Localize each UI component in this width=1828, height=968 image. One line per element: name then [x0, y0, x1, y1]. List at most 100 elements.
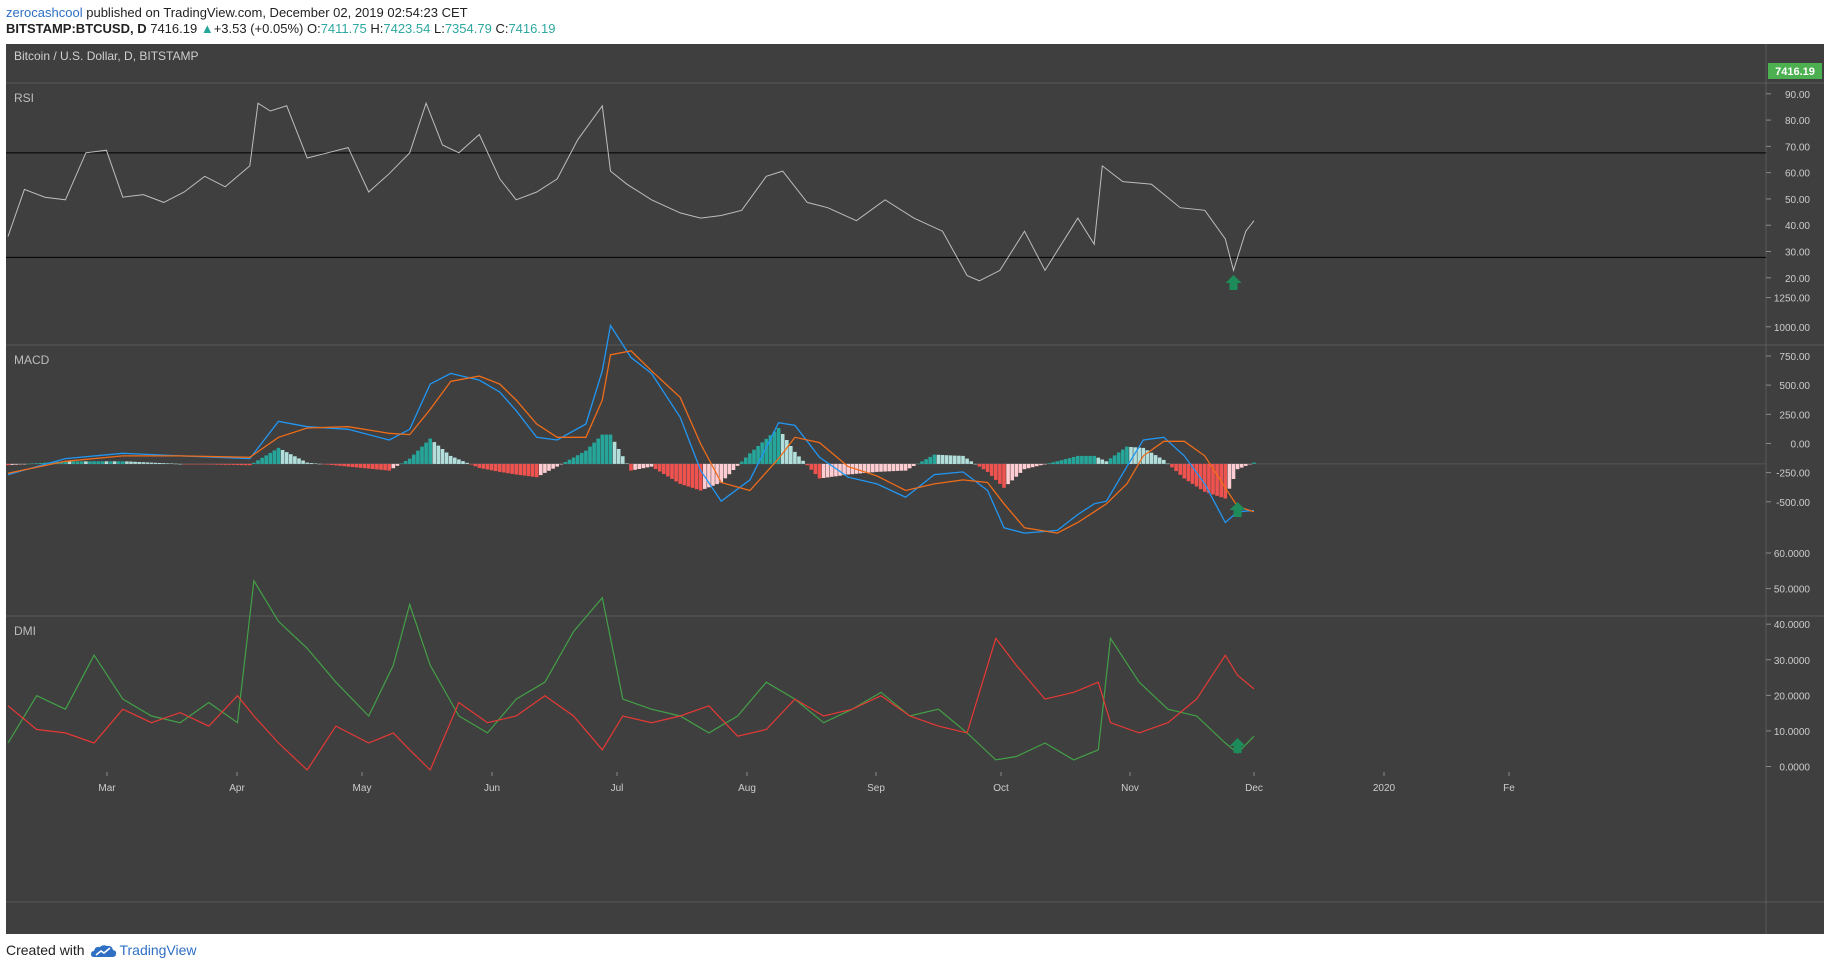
macd-histogram-bar	[834, 463, 838, 477]
macd-histogram-bar	[231, 463, 236, 465]
macd-histogram-bar	[871, 463, 875, 473]
chart-title: Bitcoin / U.S. Dollar, D, BITSTAMP	[14, 49, 199, 63]
macd-histogram-bar	[575, 455, 580, 464]
macd-histogram-bar	[1063, 459, 1068, 464]
macd-histogram-bar	[1100, 459, 1105, 464]
macd-histogram-bar	[780, 434, 785, 464]
y-tick-label: 50.00	[1785, 195, 1810, 206]
macd-histogram-bar	[875, 463, 879, 472]
macd-histogram-bar	[846, 463, 850, 475]
macd-histogram-bar	[280, 450, 285, 464]
macd-histogram-bar	[1223, 463, 1228, 499]
macd-pane[interactable]: MACD 1250.00 1000.00 750.00 500.00 250.00 0.0…	[6, 294, 1810, 534]
macd-histogram-bar	[276, 447, 281, 464]
macd-histogram-bar	[338, 463, 342, 466]
dmi-pane[interactable]: DMI 60.0000 50.0000 40.0000 30.0000 20.0000 1…	[7, 549, 1811, 774]
macd-histogram-bar	[912, 463, 916, 466]
chart-canvas[interactable]: Bitcoin / U.S. Dollar, D, BITSTAMP 7416.…	[6, 44, 1824, 934]
macd-histogram-bar	[1174, 463, 1178, 472]
macd-histogram-bar	[26, 463, 31, 465]
macd-histogram-bar	[539, 463, 543, 476]
macd-histogram-bar	[981, 463, 986, 470]
ohlc-line: BITSTAMP:BTCUSD, D 7416.19 ▲+3.53 (+0.05…	[6, 21, 555, 36]
macd-histogram-bar	[43, 462, 47, 464]
y-tick-label: 50.0000	[1774, 585, 1811, 596]
macd-histogram-bar	[600, 434, 605, 464]
di-plus-line	[7, 578, 1255, 761]
macd-histogram-bar	[657, 463, 662, 472]
macd-histogram-bar	[1002, 463, 1006, 488]
macd-histogram-bar	[1248, 463, 1252, 465]
macd-histogram-bar	[88, 461, 92, 464]
publish-info: zerocashcool published on TradingView.co…	[6, 5, 468, 20]
macd-histogram-bar	[862, 463, 867, 473]
macd-histogram-bar	[953, 455, 957, 464]
macd-histogram-bar	[903, 463, 908, 471]
author-link[interactable]: zerocashcool	[6, 5, 83, 20]
macd-histogram-bar	[760, 442, 764, 464]
macd-histogram-bar	[190, 463, 195, 465]
macd-histogram-bar	[563, 462, 568, 464]
macd-histogram-bar	[514, 463, 518, 475]
macd-histogram-bar	[1244, 463, 1248, 466]
macd-histogram-bar	[1153, 455, 1158, 464]
macd-histogram-bar	[104, 461, 109, 464]
macd-histogram-bar	[153, 462, 158, 464]
macd-histogram-bar	[407, 458, 412, 464]
macd-histogram-bar	[1186, 463, 1191, 482]
tradingview-link[interactable]: TradingView	[119, 942, 197, 958]
open-value: 7411.75	[320, 21, 367, 36]
x-tick-label: Aug	[738, 783, 756, 794]
time-axis[interactable]: Mar Apr May Jun Jul Aug Sep Oct Nov Dec 2020 Fe	[98, 772, 1515, 794]
macd-histogram-bar	[1018, 463, 1023, 473]
macd-histogram-bar	[1166, 463, 1170, 465]
macd-histogram-bar	[965, 458, 969, 464]
y-tick-label: 0.0000	[1779, 763, 1810, 774]
macd-histogram-bar	[325, 463, 330, 465]
macd-histogram-bar	[227, 463, 232, 465]
macd-histogram-bar	[268, 452, 273, 464]
macd-histogram-bar	[465, 462, 469, 464]
macd-histogram-bar	[182, 463, 186, 465]
y-tick-label: 70.00	[1785, 142, 1810, 153]
price-scale[interactable]	[1766, 44, 1824, 934]
high-label: H:	[370, 21, 384, 36]
macd-histogram-bar	[211, 463, 215, 465]
macd-histogram-bar	[362, 463, 367, 469]
macd-histogram-bar	[75, 461, 80, 464]
rsi-pane[interactable]: RSI 90.00 80.00 70.00 60.00 50.00 40.00 30.00 2…	[6, 90, 1810, 290]
macd-histogram-bar	[121, 461, 125, 464]
macd-histogram-bar	[489, 463, 494, 471]
macd-histogram-bar	[1215, 463, 1219, 496]
macd-histogram-bar	[653, 463, 658, 469]
created-with-text: Created with	[6, 942, 85, 958]
macd-histogram-bar	[112, 461, 117, 464]
macd-histogram-bar	[207, 463, 211, 465]
macd-histogram-bar	[166, 463, 170, 464]
macd-histogram-bar	[223, 463, 227, 465]
macd-histogram-bar	[666, 463, 670, 477]
y-tick-label: 250.00	[1779, 410, 1810, 421]
open-label: O:	[306, 21, 321, 36]
macd-histogram-bar	[678, 463, 682, 484]
macd-histogram-bar	[129, 461, 133, 464]
macd-histogram-bar	[879, 463, 883, 472]
macd-histogram-bar	[1231, 463, 1236, 479]
macd-histogram-bar	[395, 463, 400, 466]
macd-histogram-bar	[1239, 463, 1244, 468]
symbol-label: BITSTAMP:BTCUSD, D	[6, 21, 147, 36]
macd-histogram-bar	[998, 463, 1002, 484]
macd-histogram-bar	[1030, 463, 1035, 468]
macd-histogram-bar	[149, 462, 154, 464]
macd-histogram-bar	[432, 442, 437, 464]
macd-histogram-bar	[957, 455, 961, 464]
macd-histogram-bar	[1071, 457, 1076, 464]
macd-histogram-bar	[22, 463, 27, 465]
macd-histogram-bar	[551, 463, 555, 469]
macd-histogram-bar	[1227, 463, 1232, 489]
macd-histogram-bar	[994, 463, 998, 480]
macd-histogram-bar	[641, 463, 646, 469]
macd-histogram-bar	[473, 463, 477, 467]
macd-histogram-bar	[1178, 463, 1182, 475]
macd-histogram-bar	[1043, 463, 1047, 465]
